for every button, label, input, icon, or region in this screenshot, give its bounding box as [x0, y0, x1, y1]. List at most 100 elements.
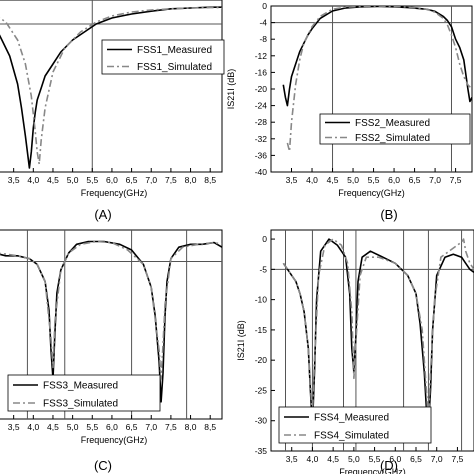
series-line-fss4-simulated — [282, 238, 474, 422]
x-tick-label: 4,5 — [327, 175, 339, 185]
series-line-fss1-measured — [0, 6, 222, 169]
panel-caption: (B) — [380, 207, 397, 222]
series-group — [282, 238, 474, 428]
panel-caption: (A) — [94, 207, 111, 222]
x-tick-label: 5,0 — [67, 175, 79, 185]
legend-label: FSS2_Simulated — [355, 133, 430, 144]
y-tick-label: -36 — [255, 150, 268, 160]
x-tick-label: 6,5 — [410, 454, 422, 464]
x-tick-label: 3,5 — [8, 175, 20, 185]
y-tick-label: -20 — [255, 355, 268, 365]
series-group — [0, 6, 222, 169]
legend-label: FSS1_Measured — [137, 45, 212, 56]
plot-frame — [0, 229, 223, 420]
x-tick-label: 4,5 — [47, 175, 59, 185]
y-tick-label: -20 — [255, 84, 268, 94]
y-tick-label: -4 — [259, 18, 267, 28]
x-tick-label: 7,5 — [165, 175, 177, 185]
series-line-fss1-simulated — [0, 6, 222, 165]
x-tick-label: 7,5 — [165, 422, 177, 432]
x-tick-label: 5,0 — [67, 422, 79, 432]
x-tick-label: 8,5 — [204, 175, 216, 185]
legend: FSS4_Measured FSS4_Simulated — [278, 406, 432, 444]
y-tick-label: -12 — [255, 51, 268, 61]
x-tick-label: 7,5 — [450, 175, 462, 185]
y-axis-label: IS21I (dB) — [236, 320, 246, 361]
x-tick-label: 5,5 — [368, 175, 380, 185]
x-tick-label: 5,0 — [347, 175, 359, 185]
x-tick-label: 8,0 — [185, 422, 197, 432]
x-axis-label: Frequency(GHz) — [81, 435, 148, 445]
series-line-fss2-measured — [282, 6, 472, 107]
panel-a: 3,5 4,0 4,5 5,0 5,5 6,0 6,5 7,0 7,5 8,0 8,5 Frequen… — [0, 0, 225, 222]
y-tick-label: -8 — [259, 34, 267, 44]
x-tick-label: 3,5 — [286, 175, 298, 185]
x-tick-label: 6,0 — [389, 454, 401, 464]
x-tick-label: 6,0 — [106, 422, 118, 432]
y-tick-label: -28 — [255, 117, 268, 127]
x-tick-label: 7,0 — [429, 175, 441, 185]
plot-frame — [270, 5, 473, 173]
x-tick-label: 5,5 — [86, 422, 98, 432]
legend: FSS1_Measured FSS1_Simulated — [101, 39, 225, 75]
x-tick-label: 3,5 — [8, 422, 20, 432]
y-tick-label: -30 — [255, 416, 268, 426]
legend: FSS2_Measured FSS2_Simulated — [319, 113, 471, 145]
series-group — [282, 6, 472, 153]
legend-box — [7, 374, 161, 412]
y-tick-label: 0 — [262, 1, 267, 11]
x-tick-label: 4,0 — [306, 175, 318, 185]
y-tick-label: -25 — [255, 385, 268, 395]
y-tick-label: -35 — [255, 446, 268, 456]
series-line-fss3-simulated — [0, 240, 222, 380]
panel-c: 3,5 4,0 4,5 5,0 5,5 6,0 6,5 7,0 7,5 8,0 8,5 Frequen… — [0, 229, 223, 473]
x-tick-label: 8,0 — [185, 175, 197, 185]
x-tick-label: 5,5 — [86, 175, 98, 185]
legend-box — [319, 113, 471, 145]
series-group — [0, 240, 222, 403]
panel-caption: (D) — [380, 458, 398, 473]
x-tick-label: 6,0 — [388, 175, 400, 185]
legend-label: FSS3_Simulated — [43, 399, 118, 410]
y-axis-label: IS21I (dB) — [226, 69, 236, 110]
y-tick-label: -24 — [255, 101, 268, 111]
panel-d: 3,5 4,0 4,5 5,0 5,5 6,0 6,5 7,0 7,5 0 -5 -10 -15 -20 -… — [236, 229, 474, 474]
legend-label: FSS4_Measured — [314, 413, 389, 424]
panel-caption: (C) — [94, 458, 112, 473]
x-tick-label: 6,5 — [409, 175, 421, 185]
x-tick-label: 7,0 — [145, 175, 157, 185]
x-tick-label: 7,5 — [452, 454, 464, 464]
y-tick-label: -40 — [255, 167, 268, 177]
legend-label: FSS4_Simulated — [314, 431, 389, 442]
x-tick-label: 3,5 — [286, 454, 298, 464]
panel-b: 3,5 4,0 4,5 5,0 5,5 6,0 6,5 7,0 7,5 0 -4 -8 -12 -16 -2… — [226, 1, 473, 222]
x-tick-label: 4,5 — [327, 454, 339, 464]
x-tick-label: 7,0 — [145, 422, 157, 432]
x-tick-label: 5,0 — [348, 454, 360, 464]
legend-box — [278, 406, 432, 444]
x-tick-label: 4,5 — [47, 422, 59, 432]
legend-label: FSS3_Measured — [43, 381, 118, 392]
x-tick-label: 4,0 — [307, 454, 319, 464]
legend-label: FSS1_Simulated — [137, 62, 212, 73]
x-axis-label: Frequency(GHz) — [339, 467, 406, 474]
legend-label: FSS2_Measured — [355, 118, 430, 129]
x-axis-label: Frequency(GHz) — [81, 188, 148, 198]
y-tick-label: -10 — [255, 295, 268, 305]
series-line-fss2-simulated — [286, 6, 472, 153]
plot-frame — [270, 229, 474, 452]
y-tick-label: -5 — [259, 264, 267, 274]
y-tick-label: -32 — [255, 134, 268, 144]
legend-box — [101, 39, 225, 75]
x-tick-label: 7,0 — [431, 454, 443, 464]
x-tick-label: 8,5 — [204, 422, 216, 432]
y-tick-label: 0 — [262, 234, 267, 244]
legend: FSS3_Measured FSS3_Simulated — [7, 374, 161, 412]
x-axis-label: Frequency(GHz) — [338, 188, 405, 198]
plot-frame — [0, 0, 223, 173]
x-tick-label: 4,0 — [27, 422, 39, 432]
x-tick-label: 6,5 — [126, 422, 138, 432]
y-tick-label: -16 — [255, 67, 268, 77]
x-tick-label: 6,0 — [106, 175, 118, 185]
